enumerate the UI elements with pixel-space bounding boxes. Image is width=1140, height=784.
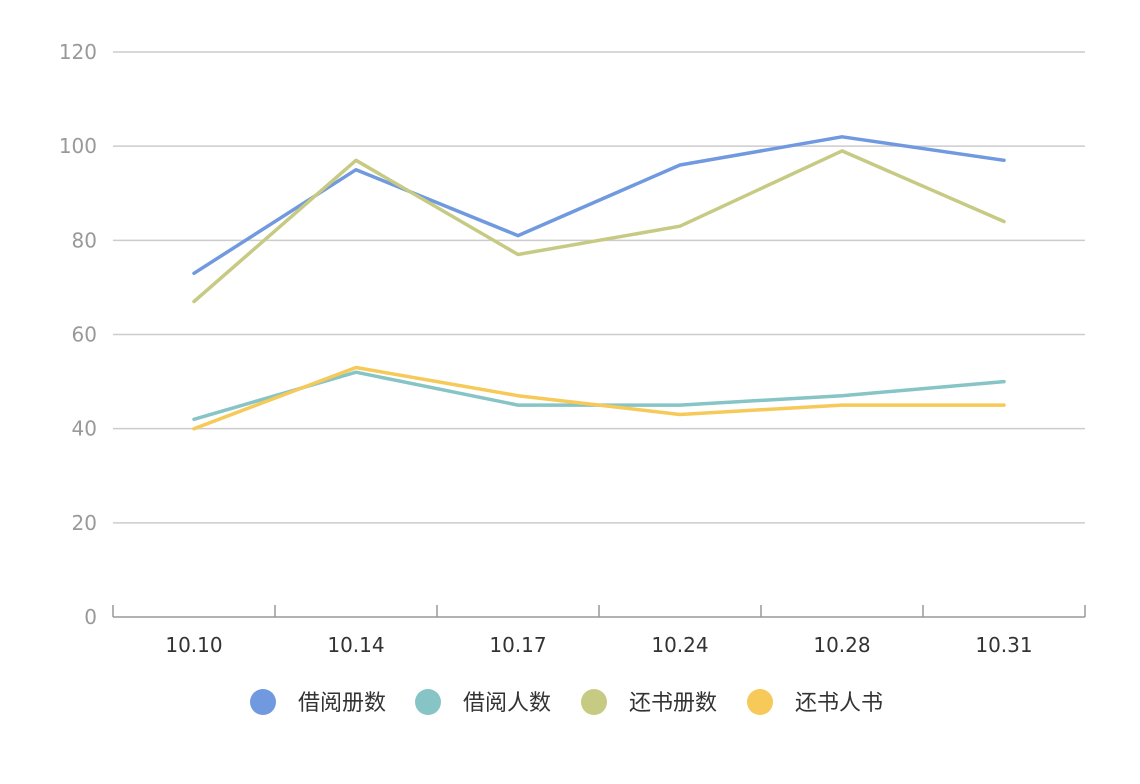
legend-marker [415,689,441,715]
legend: 借阅册数 借阅人数 还书册数 还书人书 [250,689,883,716]
x-axis: 10.10 10.14 10.17 10.24 10.28 10.31 [112,605,1086,657]
legend-marker [250,689,276,715]
y-tick-label: 80 [72,228,97,252]
x-tick-label: 10.24 [651,633,708,657]
legend-label: 借阅册数 [298,691,386,716]
series-line-1 [192,135,1006,276]
y-tick-label: 0 [84,605,97,629]
legend-marker [581,689,607,715]
y-tick-label: 20 [72,511,97,535]
series-line-3 [192,149,1006,304]
x-tick-label: 10.14 [327,633,384,657]
x-tick-label: 10.28 [813,633,870,657]
legend-label: 借阅人数 [463,691,551,716]
legend-marker [747,689,773,715]
x-tick-label: 10.17 [489,633,546,657]
series-line-2 [192,370,1006,422]
series-line-4 [192,365,1006,431]
series-lines [192,135,1006,431]
legend-label: 还书人书 [795,691,883,716]
y-tick-label: 120 [59,40,97,64]
x-tick-label: 10.10 [165,633,222,657]
y-tick-label: 40 [72,417,97,441]
y-tick-label: 100 [59,134,97,158]
y-axis: 0 20 40 60 80 100 120 [59,40,97,629]
x-tick-label: 10.31 [975,633,1032,657]
legend-label: 还书册数 [629,691,717,716]
y-tick-label: 60 [72,323,97,347]
grid-lines [113,51,1085,524]
